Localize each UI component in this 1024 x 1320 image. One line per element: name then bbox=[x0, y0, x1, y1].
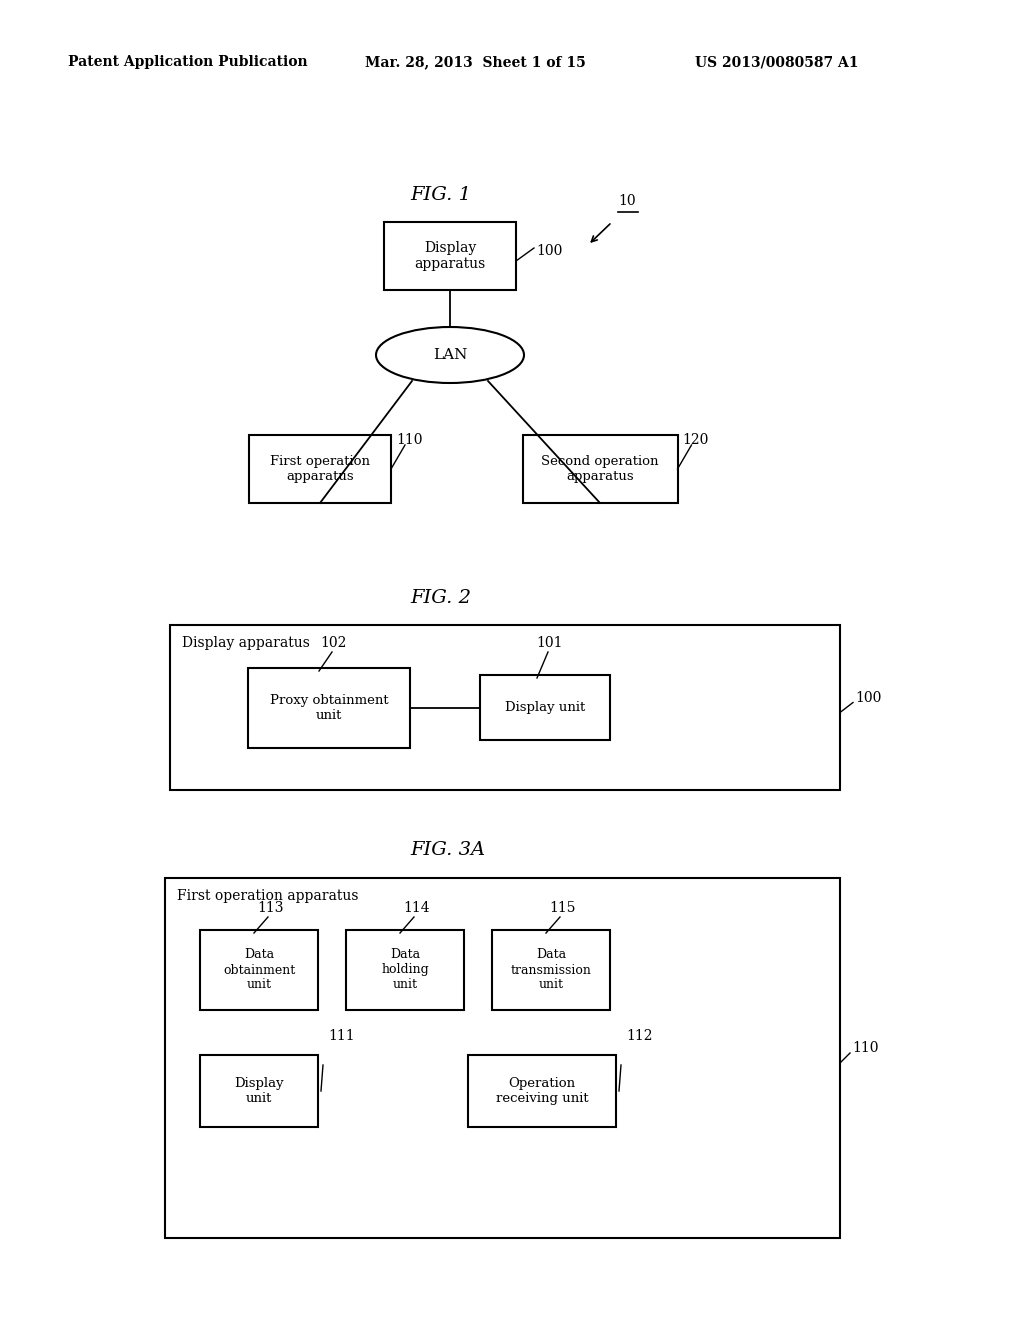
Text: Display
apparatus: Display apparatus bbox=[415, 242, 485, 271]
Text: FIG. 1: FIG. 1 bbox=[410, 186, 471, 205]
Text: 101: 101 bbox=[537, 636, 563, 649]
Text: FIG. 2: FIG. 2 bbox=[410, 589, 471, 607]
Text: Data
transmission
unit: Data transmission unit bbox=[511, 949, 592, 991]
Text: Data
holding
unit: Data holding unit bbox=[381, 949, 429, 991]
Text: 110: 110 bbox=[396, 433, 423, 447]
Text: Mar. 28, 2013  Sheet 1 of 15: Mar. 28, 2013 Sheet 1 of 15 bbox=[365, 55, 586, 69]
Text: 111: 111 bbox=[328, 1030, 354, 1043]
FancyBboxPatch shape bbox=[492, 931, 610, 1010]
FancyBboxPatch shape bbox=[165, 878, 840, 1238]
Text: First operation
apparatus: First operation apparatus bbox=[270, 455, 370, 483]
FancyBboxPatch shape bbox=[249, 436, 391, 503]
Text: Second operation
apparatus: Second operation apparatus bbox=[542, 455, 658, 483]
Text: 115: 115 bbox=[550, 902, 577, 915]
Text: 10: 10 bbox=[618, 194, 636, 209]
Text: 100: 100 bbox=[536, 244, 562, 257]
FancyBboxPatch shape bbox=[170, 624, 840, 789]
Text: FIG. 3A: FIG. 3A bbox=[410, 841, 485, 859]
Text: 113: 113 bbox=[258, 902, 285, 915]
Text: 120: 120 bbox=[683, 433, 709, 447]
FancyBboxPatch shape bbox=[384, 222, 516, 290]
Text: Patent Application Publication: Patent Application Publication bbox=[68, 55, 307, 69]
Text: LAN: LAN bbox=[433, 348, 467, 362]
Text: 100: 100 bbox=[855, 690, 882, 705]
Text: 112: 112 bbox=[626, 1030, 652, 1043]
Text: Display apparatus: Display apparatus bbox=[182, 636, 310, 649]
Text: 102: 102 bbox=[321, 636, 347, 649]
FancyBboxPatch shape bbox=[346, 931, 464, 1010]
Text: Display
unit: Display unit bbox=[234, 1077, 284, 1105]
Text: 110: 110 bbox=[852, 1041, 879, 1055]
Text: Display unit: Display unit bbox=[505, 701, 585, 714]
FancyBboxPatch shape bbox=[468, 1055, 616, 1127]
Text: First operation apparatus: First operation apparatus bbox=[177, 888, 358, 903]
Text: 114: 114 bbox=[403, 902, 430, 915]
FancyBboxPatch shape bbox=[248, 668, 410, 748]
FancyBboxPatch shape bbox=[480, 675, 610, 741]
FancyBboxPatch shape bbox=[200, 931, 318, 1010]
Text: US 2013/0080587 A1: US 2013/0080587 A1 bbox=[695, 55, 858, 69]
Ellipse shape bbox=[376, 327, 524, 383]
Text: Proxy obtainment
unit: Proxy obtainment unit bbox=[269, 694, 388, 722]
Text: Data
obtainment
unit: Data obtainment unit bbox=[223, 949, 295, 991]
FancyBboxPatch shape bbox=[200, 1055, 318, 1127]
Text: Operation
receiving unit: Operation receiving unit bbox=[496, 1077, 589, 1105]
FancyBboxPatch shape bbox=[522, 436, 678, 503]
